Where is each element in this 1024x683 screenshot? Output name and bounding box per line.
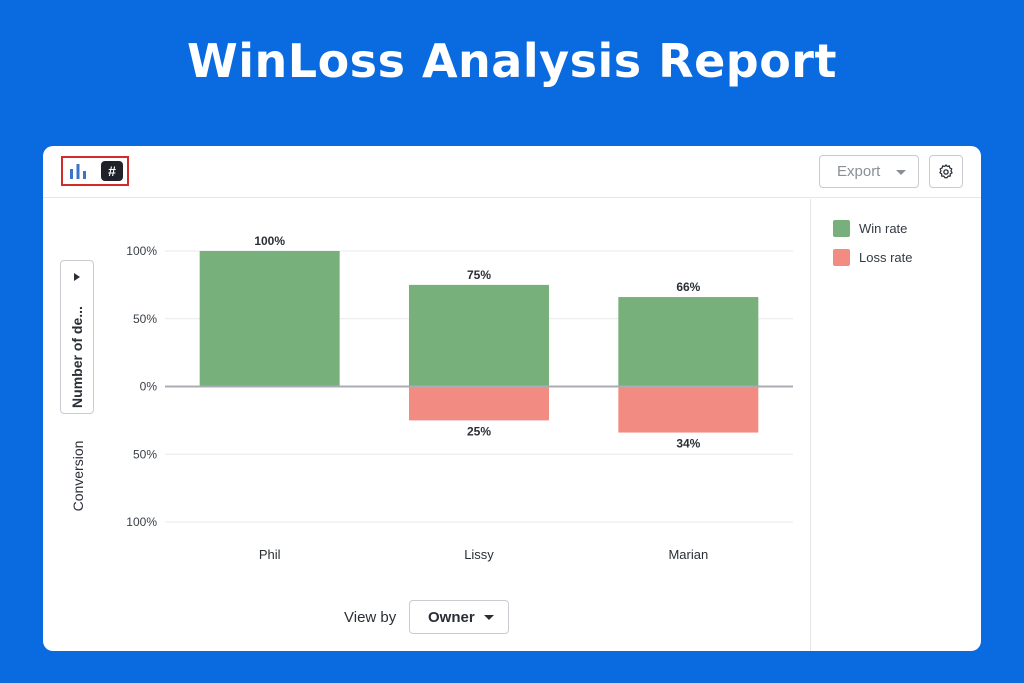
- y-tick-label: 100%: [126, 515, 157, 529]
- data-label-loss-rate: 34%: [676, 437, 700, 451]
- y-axis-selector[interactable]: Number of de...: [60, 260, 94, 414]
- caret-right-icon: [74, 273, 80, 281]
- export-button[interactable]: Export: [819, 155, 919, 188]
- view-by-select[interactable]: Owner: [409, 600, 509, 634]
- bar-loss-rate: [618, 387, 759, 433]
- number-view-button[interactable]: #: [101, 161, 123, 181]
- settings-button[interactable]: [929, 155, 963, 188]
- legend-item-win-rate[interactable]: Win rate: [833, 219, 907, 237]
- legend-item-loss-rate[interactable]: Loss rate: [833, 248, 912, 266]
- y-tick-label: 50%: [133, 447, 157, 461]
- legend-swatch: [833, 219, 850, 237]
- chevron-down-icon: [484, 615, 494, 620]
- data-label-win-rate: 75%: [467, 268, 491, 282]
- legend: Win rate Loss rate: [810, 199, 981, 651]
- chevron-down-icon: [896, 170, 906, 175]
- y-axis-title: Conversion: [70, 440, 86, 512]
- bar-win-rate: [199, 251, 340, 387]
- bar-win-rate: [409, 284, 549, 387]
- legend-label: Loss rate: [859, 249, 913, 265]
- legend-swatch: [833, 248, 850, 266]
- y-tick-label: 100%: [126, 244, 157, 258]
- bar-win-rate: [618, 297, 759, 387]
- view-by-value: Owner: [428, 608, 475, 626]
- x-tick-label: Phil: [259, 547, 281, 562]
- x-tick-label: Marian: [668, 547, 708, 562]
- chart-plot: 100% 50% 0% 50% 100% 100% Phil 75% 25% Lissy 66% 34…: [126, 234, 793, 562]
- gear-icon: [939, 163, 953, 178]
- y-tick-label: 50%: [133, 312, 157, 326]
- data-label-win-rate: 100%: [254, 234, 285, 248]
- bar-loss-rate: [409, 387, 549, 421]
- data-label-loss-rate: 25%: [467, 424, 491, 438]
- y-tick-label: 0%: [140, 380, 158, 394]
- data-label-win-rate: 66%: [676, 280, 700, 294]
- view-by-label: View by: [344, 609, 397, 626]
- page-title: WinLoss Analysis Report: [187, 34, 837, 88]
- x-tick-label: Lissy: [464, 547, 494, 562]
- view-toggle: #: [61, 156, 129, 186]
- legend-label: Win rate: [859, 220, 908, 236]
- y-axis-selector-label: Number of de...: [69, 306, 85, 408]
- export-label: Export: [837, 163, 881, 180]
- report-card: # Export 100% 50% 0% 50% 100% 100% Phil 75% 25% L…: [43, 146, 981, 651]
- bar-chart-icon[interactable]: [67, 161, 89, 181]
- report-toolbar: # Export: [43, 146, 981, 198]
